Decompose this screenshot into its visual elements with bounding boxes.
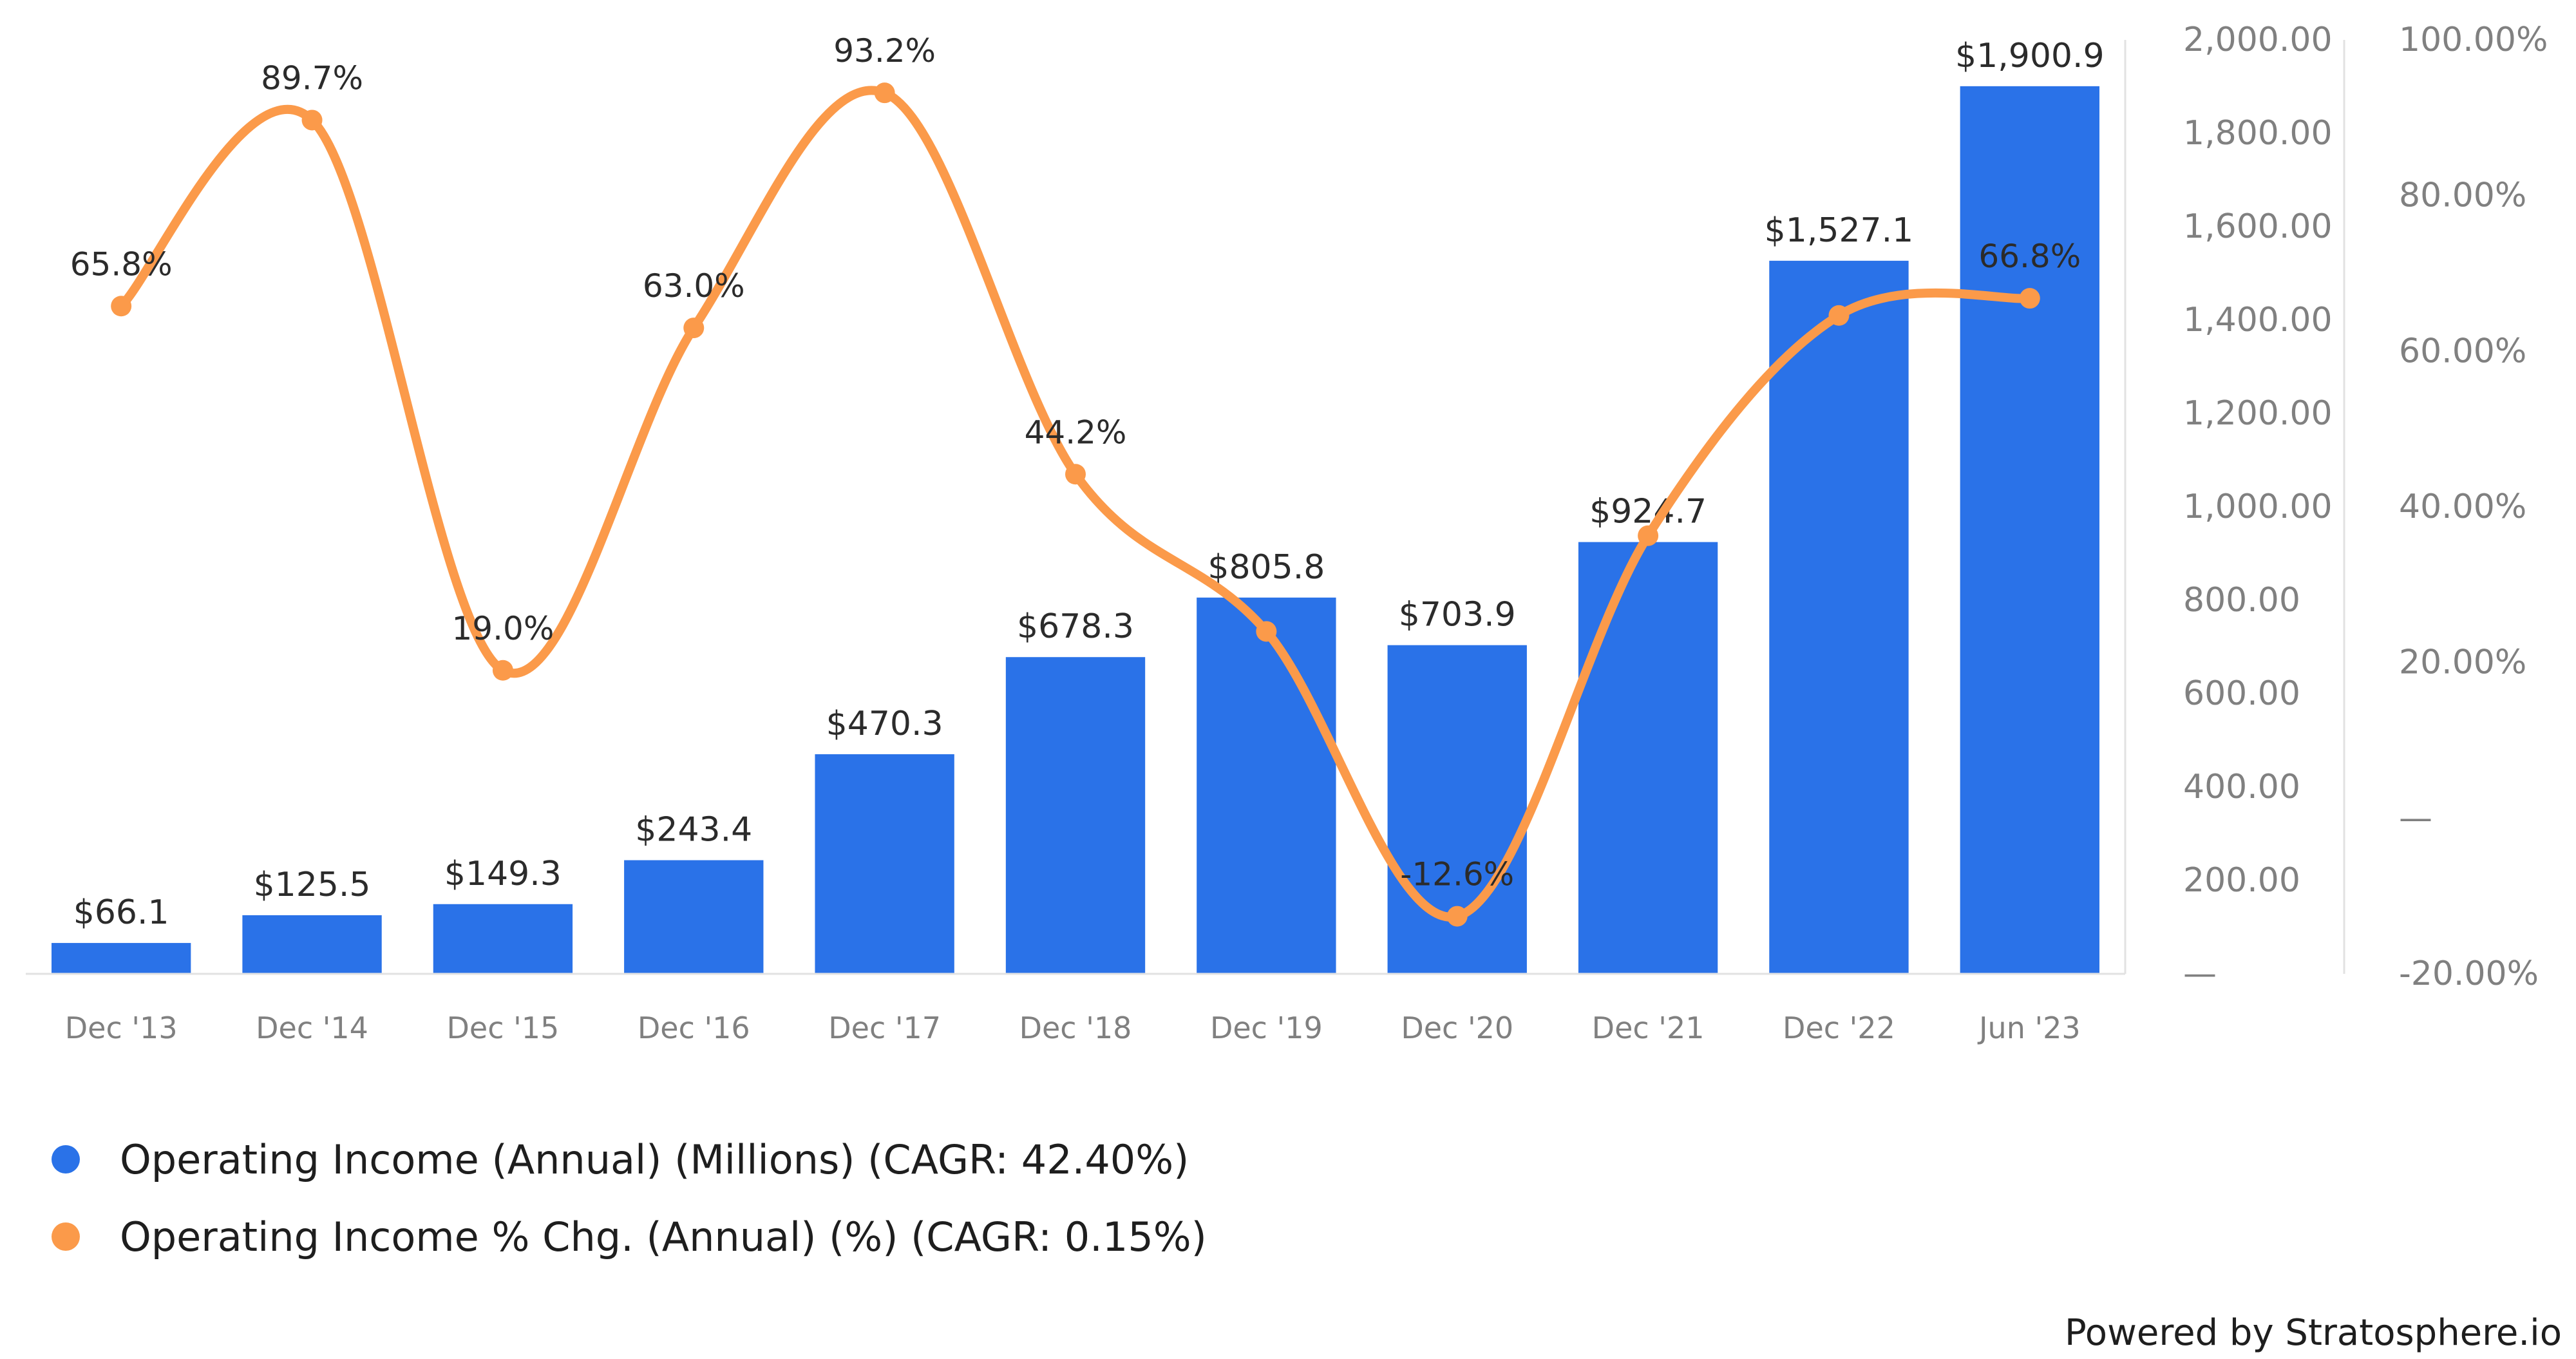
bar[interactable] xyxy=(242,915,382,974)
legend-label: Operating Income % Chg. (Annual) (%) (CA… xyxy=(120,1213,1207,1260)
bar-value-label: $678.3 xyxy=(1017,607,1134,646)
line-point[interactable] xyxy=(1256,621,1277,642)
left-y-tick-label: 600.00 xyxy=(2183,674,2300,713)
bar[interactable] xyxy=(1960,86,2099,974)
right-y-tick-label: -20.00% xyxy=(2399,955,2539,993)
right-y-tick-label: 60.00% xyxy=(2399,332,2526,370)
bar[interactable] xyxy=(815,754,954,974)
bar[interactable] xyxy=(1197,597,1336,974)
left-y-tick-label: 2,000.00 xyxy=(2183,21,2333,59)
line-value-label: 89.7% xyxy=(261,59,363,97)
bar[interactable] xyxy=(433,904,573,974)
right-y-tick-label: 100.00% xyxy=(2399,21,2548,59)
line-point[interactable] xyxy=(1828,305,1850,326)
line-point[interactable] xyxy=(874,82,895,104)
legend-item-operating-income[interactable]: Operating Income (Annual) (Millions) (CA… xyxy=(52,1121,1207,1198)
percent-change-points xyxy=(111,82,2040,927)
x-tick-label: Dec '20 xyxy=(1401,1011,1513,1045)
percent-change-labels: 65.8% 89.7% 19.0% 63.0% 93.2% 44.2% -12.6% 66.8… xyxy=(70,32,2081,893)
bar-value-label: $149.3 xyxy=(444,855,562,893)
bar[interactable] xyxy=(1578,542,1718,974)
left-y-tick-label: — xyxy=(2183,955,2217,993)
left-y-tick-label: 1,000.00 xyxy=(2183,488,2333,526)
legend-dot-icon xyxy=(52,1222,80,1251)
x-tick-label: Dec '16 xyxy=(638,1011,750,1045)
line-value-label: 65.8% xyxy=(70,245,173,283)
line-point[interactable] xyxy=(2019,288,2040,309)
line-value-label: 66.8% xyxy=(1978,238,2081,275)
x-tick-label: Dec '22 xyxy=(1783,1011,1895,1045)
x-tick-label: Dec '19 xyxy=(1210,1011,1323,1045)
line-point[interactable] xyxy=(111,296,132,317)
bar-value-labels: $66.1 $125.5 $149.3 $243.4 $470.3 $678.3 $805.… xyxy=(73,37,2105,932)
left-y-tick-label: 1,800.00 xyxy=(2183,114,2333,153)
bar-value-label: $1,900.9 xyxy=(1955,37,2105,75)
legend: Operating Income (Annual) (Millions) (CA… xyxy=(52,1121,1207,1275)
x-tick-label: Jun '23 xyxy=(1977,1011,2081,1045)
left-y-tick-label: 1,200.00 xyxy=(2183,394,2333,433)
bar-value-label: $924.7 xyxy=(1589,493,1707,531)
x-tick-label: Dec '14 xyxy=(256,1011,368,1045)
right-y-tick-label: 40.00% xyxy=(2399,488,2526,526)
x-tick-label: Dec '15 xyxy=(446,1011,559,1045)
line-value-label: 19.0% xyxy=(451,610,554,647)
bar[interactable] xyxy=(52,943,191,974)
powered-by-footer: Powered by Stratosphere.io xyxy=(2065,1312,2562,1354)
bar-value-label: $66.1 xyxy=(73,893,169,932)
legend-item-percent-change[interactable]: Operating Income % Chg. (Annual) (%) (CA… xyxy=(52,1198,1207,1275)
line-value-label: 44.2% xyxy=(1025,413,1127,451)
line-value-label: -12.6% xyxy=(1400,856,1514,893)
x-tick-label: Dec '21 xyxy=(1592,1011,1705,1045)
bar-value-label: $125.5 xyxy=(254,866,371,904)
x-axis-tick-labels: Dec '13 Dec '14 Dec '15 Dec '16 Dec '17 Dec '… xyxy=(65,1011,2081,1045)
line-point[interactable] xyxy=(1065,464,1086,485)
right-y-axis-tick-labels: -20.00% — 20.00% 40.00% 60.00% 80.00% 100.00% xyxy=(2399,21,2548,993)
line-point[interactable] xyxy=(1446,906,1468,927)
line-point[interactable] xyxy=(1638,525,1659,546)
bar-value-label: $703.9 xyxy=(1399,596,1516,634)
bar-value-label: $1,527.1 xyxy=(1765,211,1914,250)
line-value-label: 63.0% xyxy=(643,267,745,305)
left-y-tick-label: 400.00 xyxy=(2183,768,2300,806)
line-point[interactable] xyxy=(301,109,323,131)
legend-label: Operating Income (Annual) (Millions) (CA… xyxy=(120,1136,1189,1183)
bar[interactable] xyxy=(624,860,764,974)
left-y-tick-label: 800.00 xyxy=(2183,581,2300,620)
right-y-tick-label: 80.00% xyxy=(2399,176,2526,215)
left-y-tick-label: 200.00 xyxy=(2183,861,2300,900)
x-tick-label: Dec '17 xyxy=(828,1011,941,1045)
bar[interactable] xyxy=(1005,657,1146,974)
x-tick-label: Dec '13 xyxy=(65,1011,178,1045)
right-y-tick-label: 20.00% xyxy=(2399,643,2526,682)
bar-value-label: $243.4 xyxy=(635,811,752,850)
left-y-axis-tick-labels: — 200.00 400.00 600.00 800.00 1,000.00 1,200.0… xyxy=(2183,21,2333,993)
x-tick-label: Dec '18 xyxy=(1019,1011,1132,1045)
line-value-label: 93.2% xyxy=(833,32,936,70)
left-y-tick-label: 1,600.00 xyxy=(2183,207,2333,246)
combo-chart: $66.1 $125.5 $149.3 $243.4 $470.3 $678.3 $805.… xyxy=(26,21,2548,1045)
left-y-tick-label: 1,400.00 xyxy=(2183,301,2333,339)
line-point[interactable] xyxy=(683,318,705,339)
bar[interactable] xyxy=(1769,260,1909,974)
bar-value-label: $805.8 xyxy=(1208,548,1325,587)
bar-value-label: $470.3 xyxy=(826,705,943,743)
line-point[interactable] xyxy=(492,660,513,681)
legend-dot-icon xyxy=(52,1145,80,1174)
right-y-tick-label: — xyxy=(2399,799,2432,837)
